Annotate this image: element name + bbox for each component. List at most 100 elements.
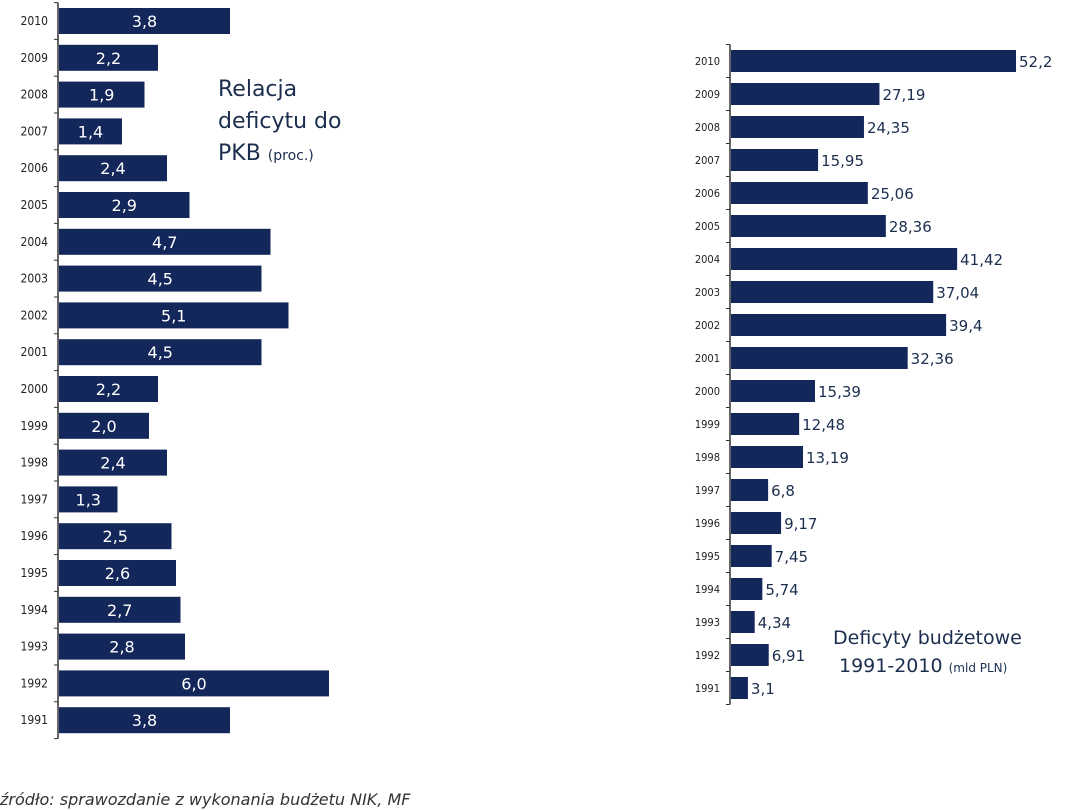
left-value-label: 3,8	[132, 711, 157, 730]
right-year-label: 2001	[695, 352, 720, 365]
right-value-label: 4,34	[758, 614, 791, 632]
right-value-label: 25,06	[871, 185, 914, 203]
right-value-label: 9,17	[784, 515, 817, 533]
right-bar	[731, 83, 880, 105]
left-year-label: 2006	[21, 161, 49, 175]
left-value-label: 2,0	[91, 417, 116, 436]
left-title-unit: (proc.)	[267, 148, 314, 164]
right-value-label: 12,48	[802, 416, 845, 434]
right-value-label: 32,36	[911, 350, 954, 368]
right-year-label: 2006	[695, 187, 720, 200]
left-year-label: 2001	[21, 345, 48, 359]
left-year-label: 1992	[21, 676, 48, 690]
left-year-label: 1995	[21, 566, 48, 580]
right-value-label: 39,4	[949, 317, 982, 335]
right-year-label: 1992	[695, 649, 720, 662]
right-year-label: 1993	[695, 616, 720, 629]
right-year-label: 1997	[695, 484, 720, 497]
left-value-label: 1,4	[78, 122, 103, 141]
left-value-label: 2,9	[112, 196, 137, 215]
left-value-label: 2,5	[103, 527, 128, 546]
right-year-label: 1994	[695, 583, 720, 596]
left-value-label: 1,3	[76, 490, 101, 509]
right-value-label: 41,42	[960, 251, 1003, 269]
right-value-label: 6,91	[772, 647, 805, 665]
left-value-label: 3,8	[132, 12, 157, 31]
right-bar	[731, 545, 772, 567]
right-year-label: 2007	[695, 154, 720, 167]
left-year-label: 2003	[21, 272, 48, 286]
left-value-label: 6,0	[181, 674, 206, 693]
left-bar	[59, 228, 271, 255]
left-bar	[59, 596, 181, 623]
left-year-label: 1993	[21, 640, 48, 654]
right-value-label: 5,74	[765, 581, 798, 599]
left-year-label: 2010	[21, 14, 49, 28]
left-bar	[59, 339, 262, 366]
left-value-label: 4,5	[148, 343, 173, 362]
left-value-label: 5,1	[161, 306, 186, 325]
right-value-label: 28,36	[889, 218, 932, 236]
right-value-label: 15,39	[818, 383, 861, 401]
left-bar	[59, 155, 167, 182]
left-bar	[59, 633, 185, 660]
right-bar	[731, 248, 958, 270]
right-bar	[731, 314, 947, 336]
right-bar	[731, 182, 868, 204]
right-bar	[731, 578, 763, 600]
right-value-label: 27,19	[882, 86, 925, 104]
right-bar	[731, 116, 864, 138]
left-value-label: 4,7	[152, 233, 177, 252]
left-value-label: 2,2	[96, 49, 121, 68]
right-year-label: 1991	[695, 682, 720, 695]
left-bar	[59, 412, 149, 439]
right-value-label: 52,2	[1019, 53, 1052, 71]
right-chart-title: Deficyty budżetowe 1991-2010 (mld PLN)	[833, 624, 1022, 682]
left-bar	[59, 192, 190, 218]
right-title-unit: (mld PLN)	[948, 661, 1008, 675]
left-bar	[59, 265, 262, 292]
right-year-label: 2000	[695, 385, 720, 398]
right-year-label: 2002	[695, 319, 720, 332]
left-bar	[59, 376, 158, 402]
right-year-label: 1998	[695, 451, 720, 464]
left-value-label: 2,7	[107, 601, 132, 620]
right-year-label: 2004	[695, 253, 720, 266]
right-title-line2: 1991-2010	[839, 655, 943, 677]
right-value-label: 24,35	[867, 119, 910, 137]
right-bar	[731, 281, 934, 303]
left-year-label: 1994	[21, 603, 49, 617]
left-bar	[59, 560, 176, 586]
left-bar	[59, 44, 158, 71]
right-bar	[731, 677, 748, 699]
right-year-label: 1995	[695, 550, 720, 563]
left-year-label: 1996	[21, 529, 49, 543]
right-bar	[731, 380, 816, 402]
left-year-label: 1991	[21, 713, 48, 727]
right-bar	[731, 512, 782, 534]
right-value-label: 37,04	[936, 284, 979, 302]
left-bar	[59, 118, 122, 145]
right-year-label: 1999	[695, 418, 720, 431]
left-year-label: 2004	[21, 235, 49, 249]
left-bar	[59, 81, 145, 108]
left-title-line3: PKB	[218, 141, 261, 166]
right-year-label: 2005	[695, 220, 720, 233]
left-year-label: 2009	[21, 51, 49, 65]
right-value-label: 13,19	[806, 449, 849, 467]
right-year-label: 2009	[695, 88, 720, 101]
right-bar	[731, 149, 819, 171]
right-value-label: 7,45	[775, 548, 808, 566]
right-year-label: 2003	[695, 286, 720, 299]
left-value-label: 4,5	[148, 270, 173, 289]
left-year-label: 1999	[21, 419, 49, 433]
right-value-label: 15,95	[821, 152, 864, 170]
left-bar	[59, 670, 329, 697]
right-bar	[731, 413, 800, 435]
left-bar	[59, 8, 230, 34]
left-bar	[59, 302, 289, 329]
left-title-line2: deficytu do	[218, 109, 342, 134]
left-value-label: 2,6	[105, 564, 130, 583]
